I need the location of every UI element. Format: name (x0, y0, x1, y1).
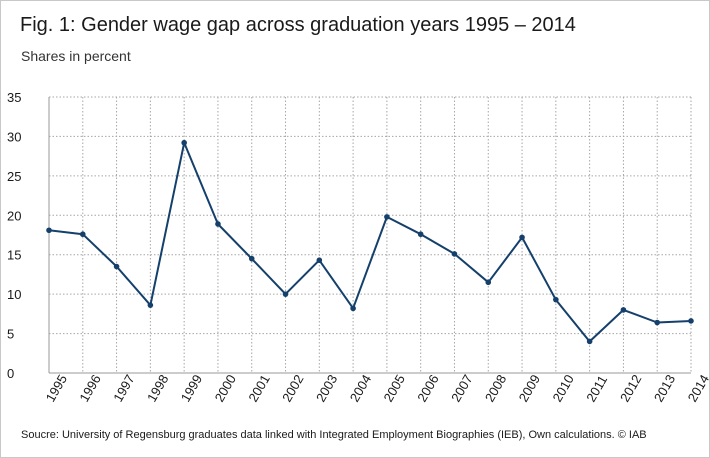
data-point-2003 (316, 257, 323, 264)
data-point-1996 (79, 231, 86, 238)
x-tick-label-2005: 2005 (381, 372, 408, 405)
data-point-2007 (451, 251, 458, 257)
data-point-2009 (519, 234, 525, 241)
series-line-0 (48, 141, 692, 343)
chart-title: Fig. 1: Gender wage gap across graduatio… (20, 14, 576, 36)
data-point-2005 (384, 214, 390, 220)
x-tick-label-2006: 2006 (414, 372, 441, 405)
data-point-1995 (46, 227, 52, 234)
data-point-2012 (620, 307, 627, 313)
data-point-2002 (282, 291, 289, 297)
y-tick-label-0: 0 (7, 366, 14, 381)
x-tick-label-2002: 2002 (279, 372, 306, 405)
x-tick-label-2004: 2004 (347, 372, 374, 405)
x-tick-label-2008: 2008 (482, 372, 509, 405)
data-point-2010 (553, 296, 559, 303)
data-point-2013 (654, 319, 661, 326)
y-tick-label-35: 35 (7, 90, 21, 105)
y-tick-label-20: 20 (7, 208, 21, 223)
x-tick-label-1997: 1997 (110, 372, 137, 405)
data-point-1999 (181, 139, 187, 146)
x-tick-label-2007: 2007 (448, 372, 475, 405)
y-tick-label-30: 30 (7, 129, 21, 144)
x-tick-label-1995: 1995 (43, 372, 70, 405)
x-tick-label-1996: 1996 (76, 372, 103, 405)
data-point-2001 (248, 255, 255, 262)
x-tick-label-1998: 1998 (144, 372, 171, 405)
y-tick-label-25: 25 (7, 169, 21, 184)
data-point-2011 (586, 338, 593, 345)
data-point-2000 (215, 221, 221, 227)
x-tick-label-2013: 2013 (651, 372, 678, 405)
data-point-2014 (688, 318, 694, 324)
y-tick-label-5: 5 (7, 327, 14, 342)
data-point-2004 (350, 305, 356, 312)
x-tick-label-2009: 2009 (516, 372, 543, 405)
x-tick-label-2011: 2011 (583, 373, 610, 405)
source-note: Soucre: University of Regensburg graduat… (21, 429, 647, 441)
y-tick-label-15: 15 (7, 248, 21, 263)
x-tick-label-2003: 2003 (313, 372, 340, 405)
data-point-1997 (113, 263, 120, 270)
data-point-2008 (485, 279, 492, 286)
x-tick-label-2010: 2010 (549, 372, 576, 405)
x-tick-label-2001: 2001 (245, 372, 272, 405)
x-tick-label-2000: 2000 (212, 372, 239, 405)
x-tick-label-1999: 1999 (178, 372, 205, 405)
y-tick-label-10: 10 (7, 287, 21, 302)
data-point-2006 (417, 231, 424, 238)
chart-subtitle: Shares in percent (21, 48, 131, 64)
x-tick-label-2012: 2012 (617, 372, 644, 405)
x-tick-label-2014: 2014 (685, 372, 710, 405)
data-point-1998 (147, 302, 154, 308)
